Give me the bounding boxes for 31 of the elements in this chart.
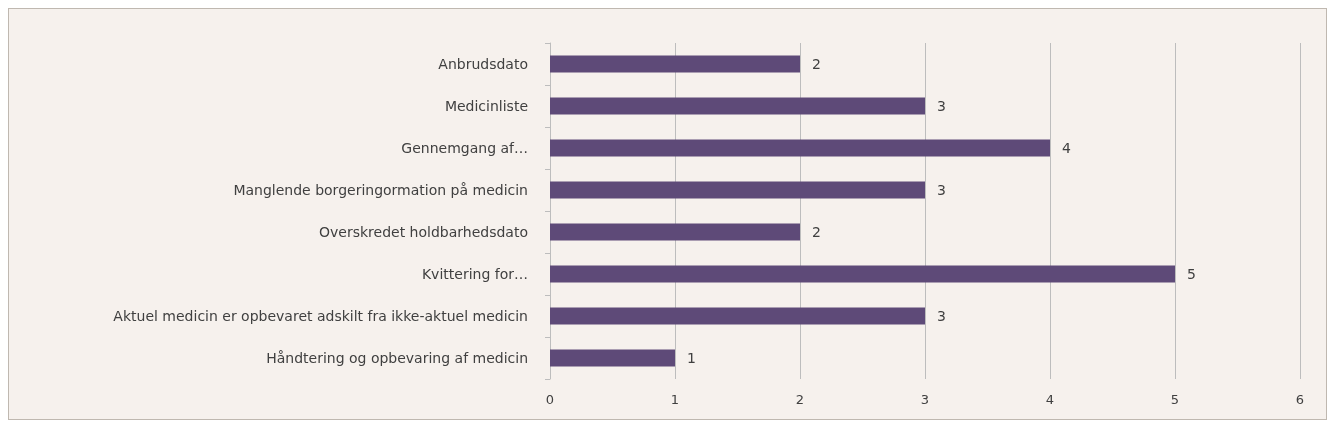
x-tick-label: 6 xyxy=(1295,392,1305,407)
x-tick-label: 5 xyxy=(1170,392,1180,407)
bar xyxy=(550,223,800,241)
bar xyxy=(550,181,925,199)
y-tick-label: Aktuel medicin er opbevaret adskilt fra ikke-aktuel medicin xyxy=(113,308,528,324)
bar xyxy=(550,97,925,115)
x-tick-label: 0 xyxy=(545,392,555,407)
x-tick-label: 4 xyxy=(1045,392,1055,407)
y-tick-label: Håndtering og opbevaring af medicin xyxy=(266,350,528,366)
y-tick-label: Manglende borgeringormation på medicin xyxy=(233,182,528,198)
data-label: 2 xyxy=(812,224,821,240)
y-tick-label: Overskredet holdbarhedsdato xyxy=(319,224,528,240)
data-label: 2 xyxy=(812,56,821,72)
y-tick-label: Kvittering for… xyxy=(421,266,528,282)
data-label: 5 xyxy=(1187,266,1196,282)
y-tick-label: Medicinliste xyxy=(444,98,528,114)
bar xyxy=(550,139,1050,157)
data-label: 3 xyxy=(937,308,946,324)
y-tick-label: Anbrudsdato xyxy=(438,56,528,72)
data-label: 1 xyxy=(687,350,696,366)
data-label: 4 xyxy=(1062,140,1071,156)
data-label: 3 xyxy=(937,182,946,198)
y-tick-label: Gennemgang af… xyxy=(401,140,528,156)
data-label: 3 xyxy=(937,98,946,114)
bar xyxy=(550,349,675,367)
bar xyxy=(550,265,1175,283)
x-tick-label: 3 xyxy=(920,392,930,407)
bar xyxy=(550,307,925,325)
x-tick-label: 2 xyxy=(795,392,805,407)
x-tick-label: 1 xyxy=(670,392,680,407)
bar xyxy=(550,55,800,73)
